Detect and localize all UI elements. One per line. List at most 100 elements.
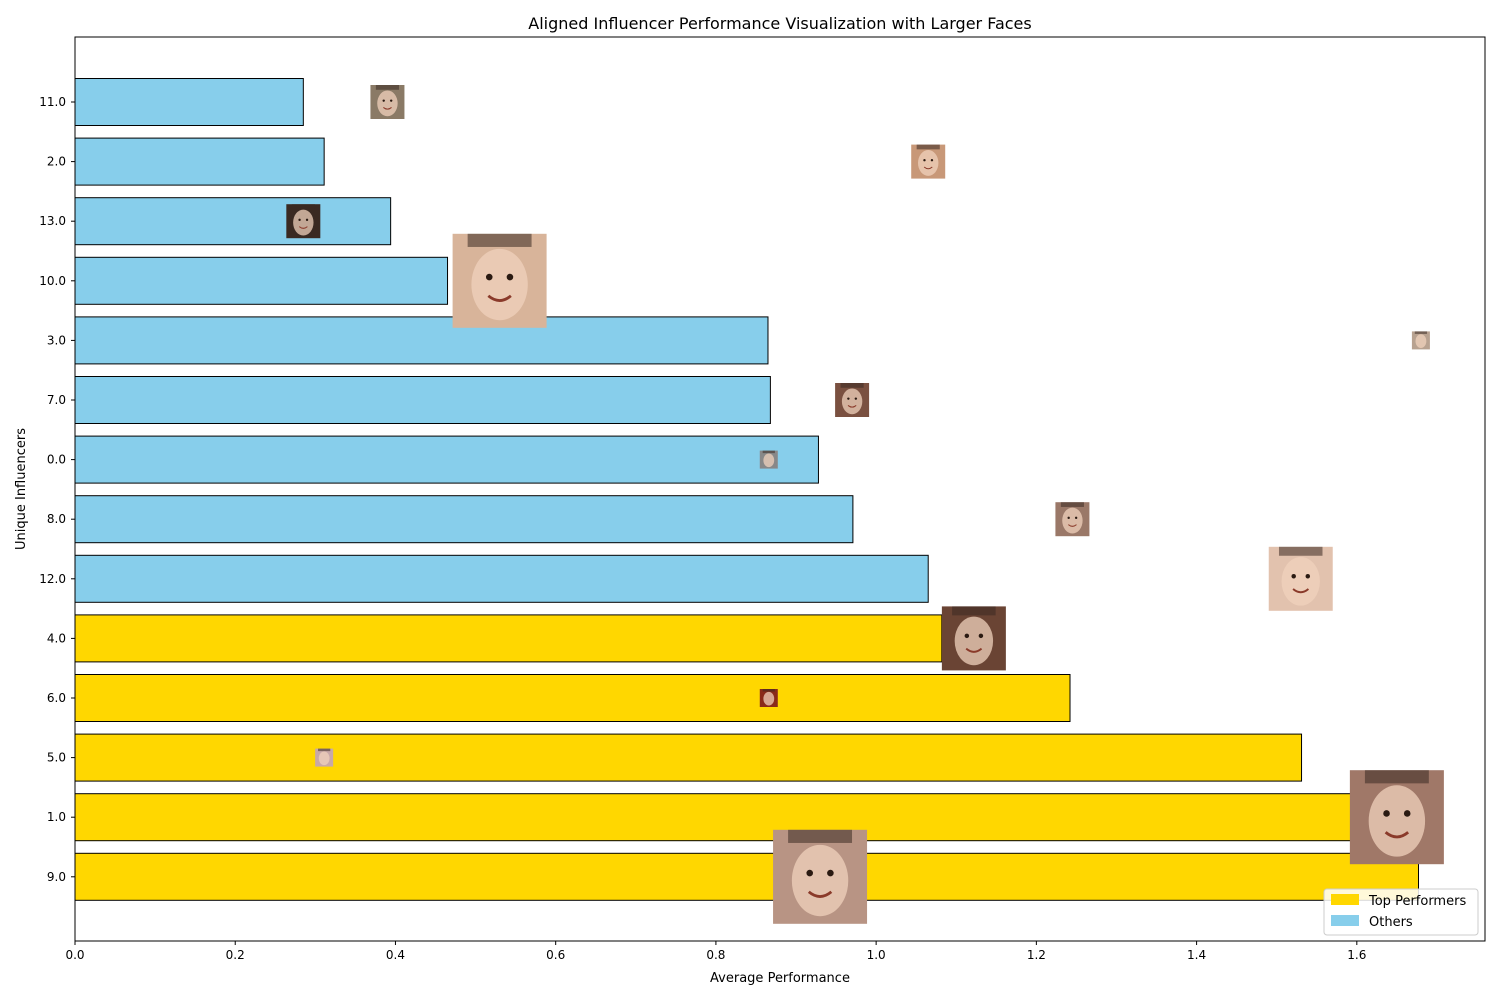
faces-layer [286, 85, 1444, 924]
y-tick-label: 12.0 [39, 572, 66, 586]
x-tick-label: 0.6 [546, 948, 565, 962]
face-image-12.0 [1268, 546, 1333, 611]
face-mouth [1068, 524, 1077, 527]
face-eye [930, 159, 934, 162]
face-eye [847, 397, 850, 400]
face-image-13.0 [286, 204, 321, 239]
face-eye [1383, 810, 1390, 817]
face-eye [827, 869, 834, 877]
face-image-5.0 [315, 748, 334, 767]
face-shape [791, 844, 849, 917]
face-eye [1074, 516, 1078, 520]
face-hair [291, 204, 315, 209]
y-tick-label: 11.0 [39, 95, 66, 109]
y-tick-label: 0.0 [47, 453, 66, 467]
face-eye [964, 633, 970, 639]
face-eye [1403, 810, 1411, 817]
y-tick-label: 4.0 [47, 631, 66, 645]
face-image-2.0 [911, 144, 946, 179]
x-tick-label: 1.0 [867, 948, 886, 962]
face-hair [318, 748, 331, 752]
face-eye [298, 218, 301, 222]
face-shape [918, 150, 939, 176]
face-shape [1368, 785, 1426, 857]
face-eye [485, 273, 493, 281]
x-axis-ticks: 0.0 0.2 0.4 0.6 0.8 1.0 1.2 1.4 1.6 [65, 941, 1366, 962]
bar-12.0 [74, 554, 929, 603]
face-eye [854, 397, 858, 400]
face-eye [305, 218, 309, 222]
face-eye [1067, 516, 1070, 520]
face-image-9.0 [773, 829, 868, 924]
y-axis-ticks: 11.0 2.0 13.0 10.0 3.0 7.0 0.0 8.0 12.0 4.0 6.0 5.0… [39, 95, 75, 884]
bar-9.0 [74, 852, 1420, 901]
face-mouth [298, 226, 308, 229]
legend-label-top-performers: Top Performers [1368, 894, 1466, 909]
face-hair [762, 689, 775, 692]
bar-0.0 [74, 435, 819, 484]
bar-8.0 [74, 495, 854, 544]
face-eye [1305, 574, 1311, 579]
face-mouth [807, 890, 833, 898]
face-hair [1278, 546, 1323, 556]
face-mouth [383, 107, 392, 110]
legend-swatch-top-performers [1331, 894, 1359, 905]
face-hair [840, 383, 864, 388]
x-tick-label: 1.6 [1347, 948, 1366, 962]
face-eye [978, 633, 984, 639]
x-tick-label: 0.4 [386, 948, 405, 962]
face-shape [1062, 507, 1083, 534]
bar-1.0 [74, 793, 1354, 842]
face-hair [467, 233, 532, 247]
y-tick-label: 7.0 [47, 393, 66, 407]
y-tick-label: 10.0 [39, 274, 66, 288]
bar-13.0 [74, 197, 392, 246]
bar-3.0 [74, 316, 769, 365]
face-image-3.0 [1411, 331, 1430, 350]
face-shape [763, 453, 775, 468]
face-hair [788, 829, 853, 843]
face-eye [506, 273, 514, 281]
face-image-0.0 [759, 450, 778, 469]
y-tick-label: 2.0 [47, 155, 66, 169]
face-mouth [923, 166, 933, 170]
face-shape [471, 248, 528, 321]
legend-label-others: Others [1369, 915, 1413, 930]
face-image-8.0 [1055, 502, 1090, 537]
face-shape [1281, 557, 1320, 606]
face-image-1.0 [1349, 770, 1444, 865]
face-eye [806, 869, 814, 877]
face-mouth [1384, 831, 1410, 839]
face-eye [923, 159, 926, 162]
face-mouth [1292, 588, 1310, 594]
y-tick-label: 8.0 [47, 512, 66, 526]
bar-11.0 [74, 78, 304, 126]
bar-4.0 [74, 614, 943, 663]
x-tick-label: 1.2 [1027, 948, 1046, 962]
y-axis-label: Unique Influencers [14, 428, 29, 550]
face-shape [293, 209, 314, 236]
face-mouth [487, 294, 512, 302]
face-shape [377, 90, 398, 117]
face-hair [1364, 770, 1429, 784]
x-tick-label: 0.8 [706, 948, 725, 962]
face-mouth [847, 405, 857, 408]
x-axis-label: Average Performance [710, 971, 850, 986]
x-tick-label: 0.2 [226, 948, 245, 962]
face-hair [1414, 331, 1428, 334]
face-hair [916, 144, 940, 150]
face-shape [763, 691, 775, 706]
face-hair [375, 85, 400, 90]
face-eye [382, 99, 385, 102]
face-image-10.0 [452, 233, 547, 328]
y-tick-label: 13.0 [39, 214, 66, 228]
face-hair [952, 606, 996, 616]
bar-10.0 [74, 256, 449, 305]
face-image-11.0 [370, 85, 405, 119]
x-tick-label: 1.4 [1187, 948, 1206, 962]
face-eye [1291, 574, 1296, 579]
legend-swatch-others [1331, 915, 1359, 926]
legend: Top Performers Others [1323, 888, 1479, 936]
y-tick-label: 3.0 [47, 333, 66, 347]
